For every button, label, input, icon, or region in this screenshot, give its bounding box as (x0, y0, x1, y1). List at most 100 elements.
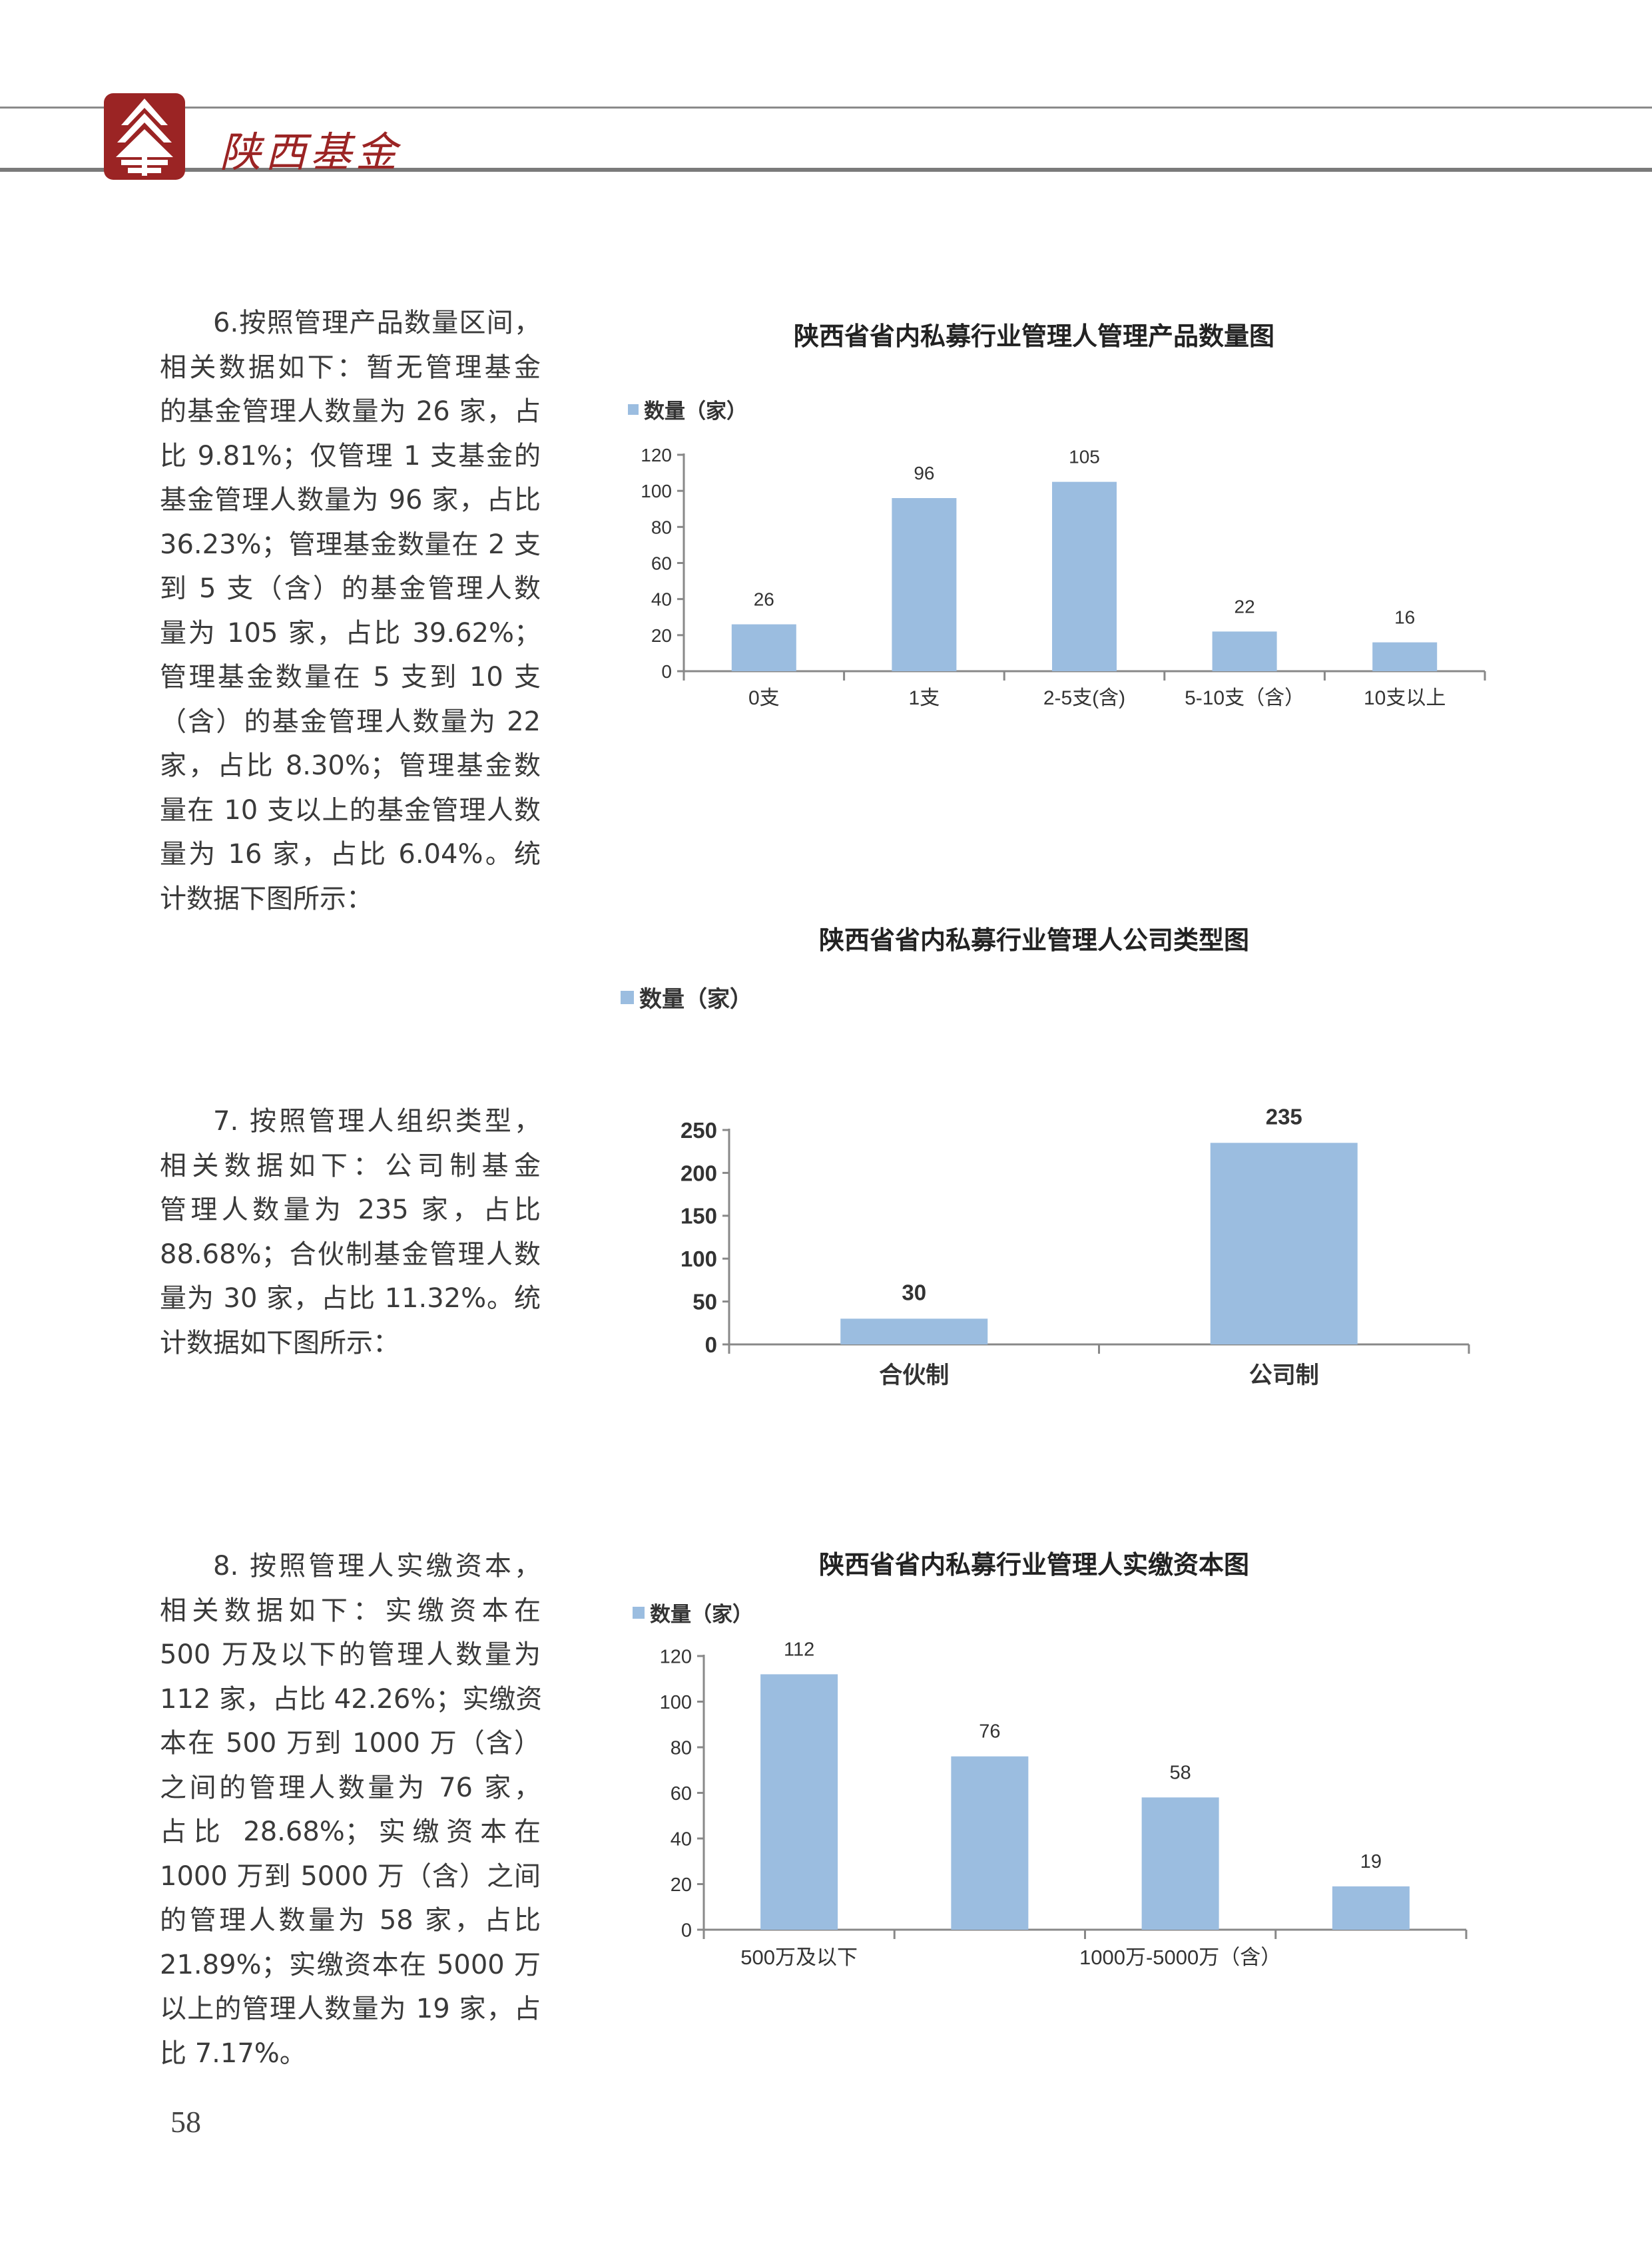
bar (840, 1318, 988, 1344)
text-line: 基金管理人数量为 96 家，占比 (160, 485, 541, 515)
data-label: 105 (1069, 447, 1100, 467)
y-tick-label: 20 (651, 625, 672, 646)
chart-legend-product-count: 数量（家） (628, 394, 747, 424)
text-line: 相关数据如下：暂无管理基金 (160, 352, 541, 383)
category-label: 500万及以下 (740, 1946, 858, 1969)
bar (1210, 1143, 1358, 1344)
y-tick-label: 200 (681, 1161, 717, 1185)
logo-text: 陕西基金 (220, 128, 402, 176)
category-label: 合伙制 (879, 1362, 949, 1388)
data-label: 235 (1266, 1104, 1302, 1129)
bar (1332, 1886, 1410, 1930)
text-line: 6.按照管理产品数量区间， (213, 308, 541, 338)
y-tick-label: 0 (705, 1332, 717, 1357)
bar (731, 624, 796, 671)
text-line: 的基金管理人数量为 26 家，占 (160, 396, 541, 427)
chart-legend-paid-capital: 数量（家） (633, 1597, 753, 1627)
text-line: 量为 30 家，占比 11.32%。统 (160, 1283, 541, 1314)
category-label: 1000万-5000万（含） (1079, 1946, 1281, 1969)
y-tick-label: 250 (681, 1118, 717, 1143)
text-line: 8. 按照管理人实缴资本， (213, 1551, 541, 1581)
text-line: 之间的管理人数量为 76 家， (160, 1772, 541, 1803)
bar (1212, 631, 1277, 671)
text-line: 21.89%；实缴资本在 5000 万 (160, 1949, 541, 1980)
data-label: 96 (914, 463, 934, 483)
y-tick-label: 150 (681, 1204, 717, 1229)
legend-swatch (628, 404, 639, 415)
y-tick-label: 120 (660, 1646, 692, 1667)
data-label: 22 (1235, 596, 1255, 617)
text-line: 88.68%；合伙制基金管理人数 (160, 1239, 541, 1270)
text-line: 7. 按照管理人组织类型， (213, 1106, 541, 1137)
text-line: 相关数据如下：实缴资本在 (160, 1595, 541, 1626)
data-label: 26 (754, 589, 774, 610)
legend-label: 数量（家） (644, 400, 747, 423)
text-line: 到 5 支（含）的基金管理人数 (160, 573, 541, 604)
y-tick-label: 40 (671, 1828, 692, 1850)
text-line: 量为 16 家，占比 6.04%。统 (160, 839, 541, 870)
y-tick-label: 50 (692, 1289, 717, 1314)
data-label: 112 (784, 1639, 814, 1660)
chart-title-paid-capital: 陕西省省内私募行业管理人实缴资本图 (818, 1550, 1250, 1579)
text-line: 的管理人数量为 58 家，占比 (160, 1905, 541, 1936)
chart-title-product-count: 陕西省省内私募行业管理人管理产品数量图 (793, 322, 1275, 351)
legend-swatch (633, 1606, 645, 1619)
text-line: 比 7.17%。 (160, 2038, 306, 2069)
header-rule-thin (0, 107, 1652, 109)
paragraph-product-count: 6.按照管理产品数量区间， 相关数据如下：暂无管理基金 的基金管理人数量为 26 家… (160, 301, 541, 921)
legend-label: 数量（家） (650, 1603, 753, 1627)
data-label: 16 (1394, 607, 1415, 628)
text-line: 1000 万到 5000 万（含）之间 (160, 1860, 541, 1892)
text-line: 占比 28.68%；实缴资本在 (160, 1817, 541, 1847)
category-label: 5-10支（含） (1185, 687, 1304, 709)
text-line: 计数据如下图所示： (160, 1327, 400, 1358)
data-label: 58 (1169, 1762, 1191, 1783)
text-line: 量为 105 家，占比 39.62%； (160, 617, 541, 649)
y-tick-label: 40 (651, 589, 672, 610)
chart-legend-company-type: 数量（家） (621, 981, 752, 1013)
bar (892, 498, 957, 671)
y-tick-label: 0 (661, 661, 672, 682)
text-line: 36.23%；管理基金数量在 2 支 (160, 529, 541, 560)
category-label: 1支 (909, 687, 940, 709)
category-label: 0支 (748, 687, 780, 709)
text-line: 112 家，占比 42.26%；实缴资 (160, 1683, 543, 1715)
y-tick-label: 80 (671, 1737, 692, 1759)
category-label: 公司制 (1249, 1362, 1319, 1388)
text-line: 计数据下图所示： (160, 883, 373, 914)
data-label: 19 (1360, 1851, 1382, 1872)
y-tick-label: 100 (681, 1247, 717, 1271)
y-tick-label: 60 (671, 1783, 692, 1805)
text-line: 相关数据如下：公司制基金 (160, 1150, 541, 1181)
bar (760, 1674, 838, 1930)
bar (951, 1756, 1029, 1930)
text-line: 本在 500 万到 1000 万（含） (160, 1728, 541, 1759)
text-line: 量在 10 支以上的基金管理人数 (160, 794, 541, 826)
category-label: 10支以上 (1364, 687, 1446, 709)
data-label: 76 (979, 1721, 1000, 1743)
text-line: 以上的管理人数量为 19 家，占 (160, 1994, 541, 2024)
y-tick-label: 100 (660, 1692, 692, 1713)
legend-label: 数量（家） (639, 986, 752, 1013)
y-tick-label: 0 (681, 1920, 692, 1941)
y-tick-label: 120 (641, 445, 672, 465)
legend-swatch (621, 990, 634, 1004)
y-tick-label: 20 (671, 1874, 692, 1896)
text-line: 500 万及以下的管理人数量为 (160, 1639, 541, 1670)
data-label: 30 (902, 1280, 926, 1304)
text-line: 管理基金数量在 5 支到 10 支 (160, 662, 541, 693)
text-line: （含）的基金管理人数量为 22 (160, 706, 541, 737)
header-rule-thick (0, 168, 1652, 172)
paragraph-org-type: 7. 按照管理人组织类型， 相关数据如下：公司制基金 管理人数量为 235 家，占比… (160, 1099, 541, 1365)
paragraph-paid-capital: 8. 按照管理人实缴资本， 相关数据如下：实缴资本在 500 万及以下的管理人数量为… (160, 1544, 543, 2076)
y-tick-label: 100 (641, 481, 672, 501)
y-tick-label: 60 (651, 553, 672, 574)
logo-emblem-icon (101, 93, 188, 180)
text-line: 管理人数量为 235 家，占比 (160, 1195, 541, 1225)
page-number: 58 (170, 2105, 201, 2139)
bar (1052, 481, 1117, 671)
bar (1141, 1797, 1219, 1930)
category-label: 2-5支(含) (1043, 687, 1125, 709)
y-tick-label: 80 (651, 517, 672, 537)
